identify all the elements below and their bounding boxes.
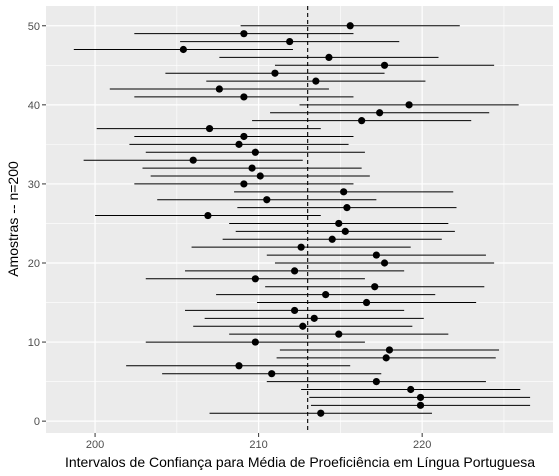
mean-point-2 bbox=[416, 401, 425, 409]
mean-point-27 bbox=[343, 204, 351, 212]
mean-point-9 bbox=[385, 346, 394, 354]
plot-panel bbox=[46, 6, 553, 433]
mean-point-47 bbox=[179, 45, 187, 54]
mean-point-4 bbox=[407, 385, 415, 394]
mean-point-6 bbox=[268, 370, 276, 378]
mean-point-46 bbox=[325, 53, 333, 61]
mean-point-7 bbox=[235, 362, 243, 370]
mean-point-21 bbox=[372, 251, 380, 259]
mean-point-3 bbox=[416, 393, 425, 402]
mean-point-32 bbox=[248, 164, 256, 172]
mean-point-42 bbox=[215, 85, 223, 93]
mean-point-38 bbox=[358, 117, 366, 125]
x-axis-title: Intervalos de Confiança para Média de Pr… bbox=[65, 454, 535, 470]
mean-point-12 bbox=[299, 322, 307, 330]
mean-point-19 bbox=[290, 267, 299, 275]
x-tick-label: 200 bbox=[86, 439, 104, 451]
x-tick-label: 210 bbox=[249, 439, 267, 451]
mean-point-29 bbox=[340, 188, 348, 196]
mean-point-37 bbox=[205, 124, 214, 133]
mean-point-36 bbox=[240, 132, 248, 141]
mean-point-48 bbox=[286, 37, 294, 46]
y-tick-label: 20 bbox=[28, 258, 40, 270]
mean-point-39 bbox=[376, 109, 384, 117]
mean-point-44 bbox=[271, 69, 279, 77]
mean-point-30 bbox=[240, 180, 248, 188]
mean-point-23 bbox=[328, 235, 336, 243]
mean-point-18 bbox=[251, 275, 259, 283]
mean-point-8 bbox=[382, 354, 390, 362]
mean-point-5 bbox=[372, 378, 380, 386]
mean-point-34 bbox=[251, 148, 259, 156]
x-tick-label: 220 bbox=[413, 439, 431, 451]
mean-point-22 bbox=[297, 243, 305, 251]
y-tick-label: 50 bbox=[28, 21, 40, 33]
mean-point-43 bbox=[312, 77, 320, 85]
mean-point-50 bbox=[346, 22, 354, 30]
mean-point-10 bbox=[251, 338, 259, 346]
x-axis-ticks: 200 210 220 bbox=[86, 433, 431, 451]
mean-point-45 bbox=[380, 61, 389, 69]
mean-points bbox=[179, 22, 425, 417]
mean-point-26 bbox=[204, 211, 212, 220]
mean-point-15 bbox=[362, 298, 371, 307]
y-tick-label: 10 bbox=[28, 337, 40, 349]
mean-point-41 bbox=[240, 93, 248, 101]
mean-point-16 bbox=[322, 291, 330, 299]
mean-point-35 bbox=[235, 140, 243, 148]
y-tick-label: 40 bbox=[28, 100, 40, 112]
mean-point-49 bbox=[240, 30, 248, 38]
mean-point-20 bbox=[380, 259, 389, 267]
mean-point-31 bbox=[256, 172, 264, 180]
mean-point-33 bbox=[189, 156, 197, 164]
y-axis-title: Amostras -- n=200 bbox=[5, 161, 21, 277]
mean-point-40 bbox=[405, 101, 413, 109]
y-tick-label: 30 bbox=[28, 179, 40, 191]
mean-point-1 bbox=[317, 409, 325, 417]
y-tick-label: 0 bbox=[34, 416, 40, 428]
mean-point-13 bbox=[310, 314, 318, 322]
mean-point-24 bbox=[341, 227, 349, 235]
mean-point-17 bbox=[371, 283, 379, 291]
mean-point-28 bbox=[263, 196, 271, 204]
mean-point-25 bbox=[335, 219, 343, 228]
mean-point-14 bbox=[290, 306, 299, 315]
mean-point-11 bbox=[335, 330, 343, 338]
y-axis-ticks: 0 10 20 30 40 50 bbox=[28, 21, 46, 428]
